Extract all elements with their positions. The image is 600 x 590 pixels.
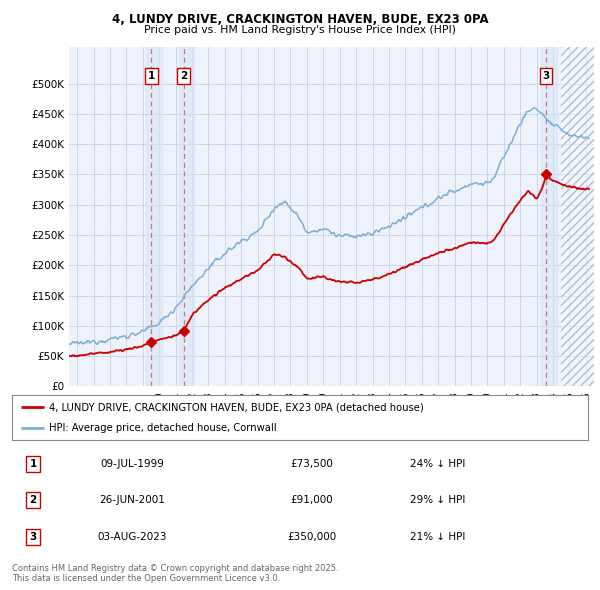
Text: 2: 2: [29, 496, 37, 505]
Text: £73,500: £73,500: [290, 459, 334, 468]
Text: 21% ↓ HPI: 21% ↓ HPI: [410, 532, 466, 542]
Text: Price paid vs. HM Land Registry's House Price Index (HPI): Price paid vs. HM Land Registry's House …: [144, 25, 456, 35]
Text: 26-JUN-2001: 26-JUN-2001: [99, 496, 165, 505]
Bar: [179, 47, 194, 386]
Text: 1: 1: [148, 71, 155, 81]
Text: 09-JUL-1999: 09-JUL-1999: [100, 459, 164, 468]
Bar: [146, 47, 162, 386]
Text: Contains HM Land Registry data © Crown copyright and database right 2025.
This d: Contains HM Land Registry data © Crown c…: [12, 563, 338, 583]
Text: 29% ↓ HPI: 29% ↓ HPI: [410, 496, 466, 505]
Text: 03-AUG-2023: 03-AUG-2023: [97, 532, 167, 542]
Text: 3: 3: [29, 532, 37, 542]
Text: HPI: Average price, detached house, Cornwall: HPI: Average price, detached house, Corn…: [49, 422, 277, 432]
Bar: [541, 47, 557, 386]
Text: £350,000: £350,000: [287, 532, 337, 542]
Bar: [561, 47, 594, 386]
Bar: [561, 47, 594, 386]
Text: £91,000: £91,000: [290, 496, 334, 505]
Text: 4, LUNDY DRIVE, CRACKINGTON HAVEN, BUDE, EX23 0PA: 4, LUNDY DRIVE, CRACKINGTON HAVEN, BUDE,…: [112, 13, 488, 26]
Text: 1: 1: [29, 459, 37, 468]
Text: 3: 3: [542, 71, 550, 81]
Text: 4, LUNDY DRIVE, CRACKINGTON HAVEN, BUDE, EX23 0PA (detached house): 4, LUNDY DRIVE, CRACKINGTON HAVEN, BUDE,…: [49, 402, 424, 412]
Text: 2: 2: [180, 71, 187, 81]
Text: 24% ↓ HPI: 24% ↓ HPI: [410, 459, 466, 468]
